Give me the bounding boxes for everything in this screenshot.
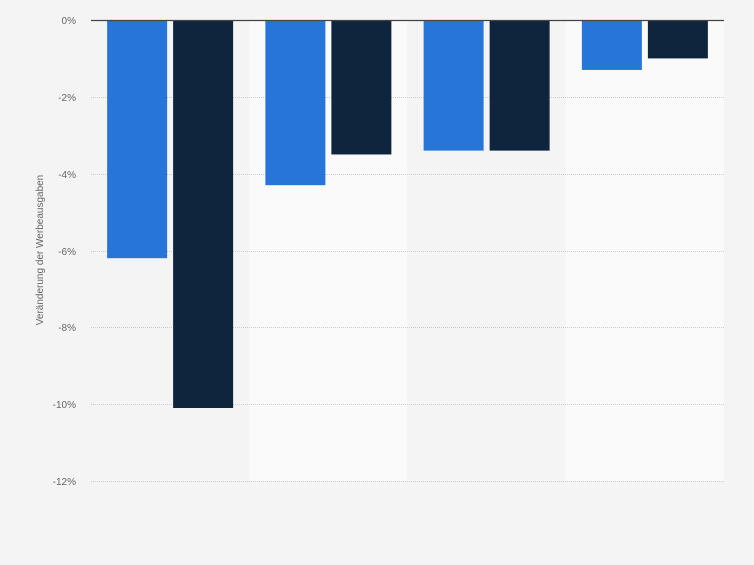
bar — [647, 20, 708, 59]
bar — [107, 20, 168, 259]
y-tick-label: 0% — [62, 16, 77, 27]
y-axis-tick-labels: 0% -2% -4% -6% -8% -10% -12% — [53, 16, 76, 488]
bar — [423, 20, 484, 151]
y-tick-label: -10% — [53, 400, 76, 411]
y-axis-title: Veränderung der Werbeausgaben — [35, 175, 46, 325]
bar — [173, 20, 234, 409]
category-band — [565, 20, 724, 481]
gridlines — [91, 97, 724, 482]
y-tick-label: -8% — [58, 323, 76, 334]
y-tick-label: -2% — [58, 93, 76, 104]
bar — [265, 20, 326, 186]
y-tick-label: -6% — [58, 247, 76, 258]
bars — [107, 20, 708, 409]
bar — [489, 20, 550, 151]
y-tick-label: -12% — [53, 477, 76, 488]
bar — [331, 20, 392, 155]
y-tick-label: -4% — [58, 170, 76, 181]
bar — [581, 20, 642, 70]
